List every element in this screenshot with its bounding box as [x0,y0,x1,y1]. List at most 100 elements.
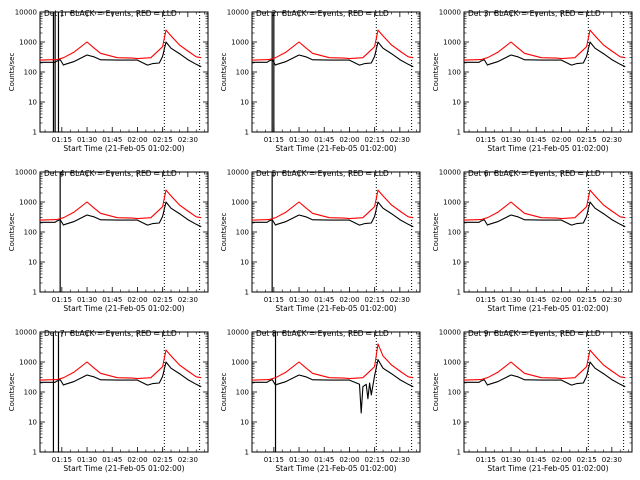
plot-frame [251,11,421,133]
chart-title: Det 9r BLACK = Events, RED = LLD [468,329,601,338]
x-axis-label: Start Time (21-Feb-05 01:02:00) [487,464,608,473]
chart-title: Det 7r BLACK = Events, RED = LLD [44,329,177,338]
plot-frame [463,11,633,133]
y-tick-label: 100 [24,229,37,237]
chart-panel-3: 1 10 100 1000 10000 01:15 01:30 01:45 02:00 02:15… [432,9,633,153]
chart-panel-4: 1 10 100 1000 10000 01:15 01:30 01:45 02:00 02:15… [8,169,209,313]
x-tick-label: 02:30 [602,456,622,464]
chart-title: Det 4r BLACK = Events, RED = LLD [44,169,177,178]
chart-title: Det 2r BLACK = Events, RED = LLD [256,9,389,18]
x-axis-label: Start Time (21-Feb-05 01:02:00) [63,304,184,313]
series-line-lld-red [463,29,626,61]
y-tick-label: 10000 [15,169,37,177]
plot-frame [463,171,633,293]
x-tick-label: 02:00 [127,296,147,304]
x-tick-label: 02:15 [153,136,173,144]
y-tick-label: 10 [28,419,37,427]
x-axis-label: Start Time (21-Feb-05 01:02:00) [275,304,396,313]
y-tick-label: 10 [240,419,249,427]
series-line-events-black [464,361,626,388]
y-tick-label: 10 [240,259,249,267]
chart-panel-7: 1 10 100 1000 10000 01:15 01:30 01:45 02:00 02:15… [8,329,209,473]
y-axis-label: Counts/sec [8,213,16,252]
y-tick-label: 100 [448,69,461,77]
x-tick-label: 01:30 [77,296,97,304]
x-tick-label: 02:15 [577,136,597,144]
chart-panel-5: 1 10 100 1000 10000 01:15 01:30 01:45 02:00 02:15… [220,169,421,313]
x-tick-label: 02:30 [178,296,198,304]
y-axis-label: Counts/sec [8,53,16,92]
y-tick-label: 1 [245,289,249,297]
x-tick-label: 02:30 [178,136,198,144]
y-tick-label: 1000 [443,359,461,367]
y-tick-label: 1 [245,129,249,137]
x-tick-label: 01:30 [501,456,521,464]
y-tick-label: 10000 [227,169,249,177]
x-axis-label: Start Time (21-Feb-05 01:02:00) [275,144,396,153]
series-line-lld-red [39,349,202,381]
plot-frame [39,11,209,133]
x-tick-label: 01:30 [77,456,97,464]
x-tick-label: 02:00 [127,136,147,144]
x-tick-label: 02:00 [339,456,359,464]
y-axis-label: Counts/sec [220,373,228,412]
x-tick-label: 01:30 [289,296,309,304]
x-tick-label: 01:30 [501,296,521,304]
y-tick-label: 1 [33,449,37,457]
x-tick-label: 01:45 [526,296,546,304]
x-tick-label: 02:15 [577,456,597,464]
y-tick-label: 1000 [19,199,37,207]
x-tick-label: 01:15 [476,136,496,144]
x-tick-label: 02:00 [339,296,359,304]
chart-panel-8: 1 10 100 1000 10000 01:15 01:30 01:45 02:00 02:15… [220,329,421,473]
x-tick-label: 02:30 [390,456,410,464]
y-tick-label: 1 [33,289,37,297]
x-axis-label: Start Time (21-Feb-05 01:02:00) [487,304,608,313]
y-axis-label: Counts/sec [8,373,16,412]
x-tick-label: 01:45 [102,296,122,304]
series-line-events-black [464,41,626,68]
x-tick-label: 01:45 [314,296,334,304]
series-line-lld-red [463,189,626,221]
y-tick-label: 1 [457,449,461,457]
series-line-lld-red [39,29,202,61]
plot-frame [39,331,209,453]
y-tick-label: 10000 [439,169,461,177]
y-tick-label: 1 [245,449,249,457]
y-tick-label: 1 [33,129,37,137]
x-tick-label: 01:15 [52,136,72,144]
x-tick-label: 01:45 [102,456,122,464]
y-tick-label: 10000 [15,9,37,17]
y-tick-label: 10000 [439,9,461,17]
x-axis-label: Start Time (21-Feb-05 01:02:00) [63,144,184,153]
x-tick-label: 02:00 [551,136,571,144]
plot-frame [39,171,209,293]
x-tick-label: 01:45 [102,136,122,144]
x-tick-label: 02:00 [551,296,571,304]
x-axis-label: Start Time (21-Feb-05 01:02:00) [275,464,396,473]
x-tick-label: 02:30 [390,296,410,304]
y-tick-label: 1000 [443,39,461,47]
series-line-events-black [252,201,414,228]
x-tick-label: 01:15 [52,296,72,304]
y-tick-label: 100 [24,69,37,77]
x-tick-label: 01:15 [264,296,284,304]
x-tick-label: 02:15 [365,456,385,464]
chart-panel-1: 1 10 100 1000 10000 01:15 01:30 01:45 02:00 02:15… [8,9,209,153]
y-tick-label: 1000 [231,199,249,207]
plot-frame [251,171,421,293]
x-tick-label: 02:15 [365,136,385,144]
series-line-lld-red [251,189,414,221]
x-tick-label: 01:15 [264,136,284,144]
x-tick-label: 01:30 [77,136,97,144]
y-tick-label: 1000 [231,39,249,47]
y-axis-label: Counts/sec [432,213,440,252]
series-line-lld-red [463,349,626,381]
series-line-events-black [464,201,626,228]
y-tick-label: 100 [236,389,249,397]
plot-frame [463,331,633,453]
x-tick-label: 02:30 [602,296,622,304]
y-axis-label: Counts/sec [220,53,228,92]
y-tick-label: 1 [457,289,461,297]
